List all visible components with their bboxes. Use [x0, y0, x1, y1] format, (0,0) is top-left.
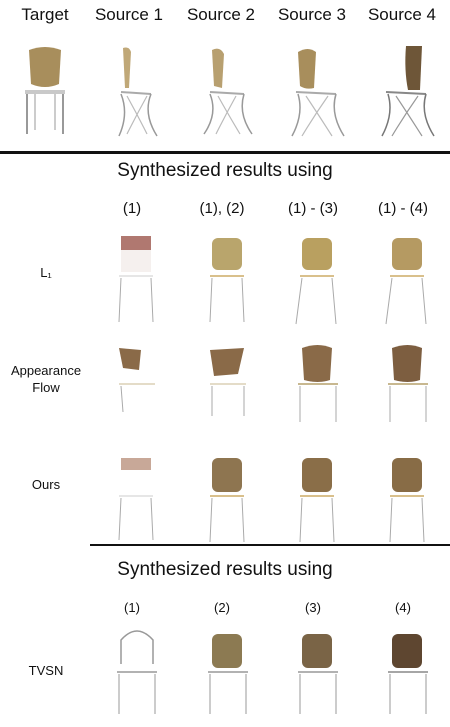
ours-result-3 — [299, 458, 335, 543]
ours-result-1 — [118, 458, 154, 541]
source-3-chair-image — [291, 49, 345, 137]
ours-result-2 — [209, 458, 245, 543]
appearance-flow-result-2 — [210, 348, 246, 416]
section2-col-4: (4) — [395, 600, 411, 615]
section1-col-4: (1) - (4) — [378, 200, 428, 217]
row-label-appearance-line1: Appearance — [10, 363, 82, 378]
l1-result-4 — [385, 238, 427, 325]
tvsn-result-1 — [117, 630, 157, 714]
section-divider — [0, 151, 450, 154]
source-2-chair-image — [203, 48, 253, 135]
header-target: Target — [21, 5, 69, 24]
section2-col-2: (2) — [214, 600, 230, 615]
section2-title: Synthesized results using — [117, 559, 333, 580]
row-label-ours: Ours — [31, 477, 61, 492]
tvsn-result-2 — [208, 634, 248, 714]
target-chair-image — [25, 47, 65, 134]
ours-result-4 — [389, 458, 425, 543]
row-label-appearance-line2: Flow — [32, 380, 60, 395]
section2-col-1: (1) — [124, 600, 140, 615]
header-source-1: Source 1 — [94, 5, 164, 24]
tvsn-result-4 — [388, 634, 428, 714]
tvsn-result-3 — [298, 634, 338, 714]
source-4-chair-image — [381, 46, 435, 137]
header-source-2: Source 2 — [186, 5, 256, 24]
row-label-appearance-flow: Appearance Flow — [0, 362, 92, 396]
appearance-flow-result-1 — [119, 348, 155, 413]
source-1-chair-image — [118, 47, 158, 137]
section1-col-2: (1), (2) — [199, 200, 245, 217]
section2-divider — [90, 544, 450, 546]
l1-result-1 — [118, 236, 154, 323]
l1-result-2 — [209, 238, 245, 323]
section1-col-1: (1) — [122, 200, 142, 217]
l1-result-3 — [295, 238, 337, 325]
section1-col-3: (1) - (3) — [288, 200, 338, 217]
row-label-l1: L₁ — [40, 265, 52, 280]
appearance-flow-result-3 — [298, 345, 338, 422]
header-source-3: Source 3 — [277, 5, 347, 24]
header-source-4: Source 4 — [367, 5, 437, 24]
section1-title: Synthesized results using — [117, 160, 333, 181]
appearance-flow-result-4 — [388, 345, 428, 422]
row-label-tvsn: TVSN — [28, 663, 64, 678]
section2-col-3: (3) — [305, 600, 321, 615]
